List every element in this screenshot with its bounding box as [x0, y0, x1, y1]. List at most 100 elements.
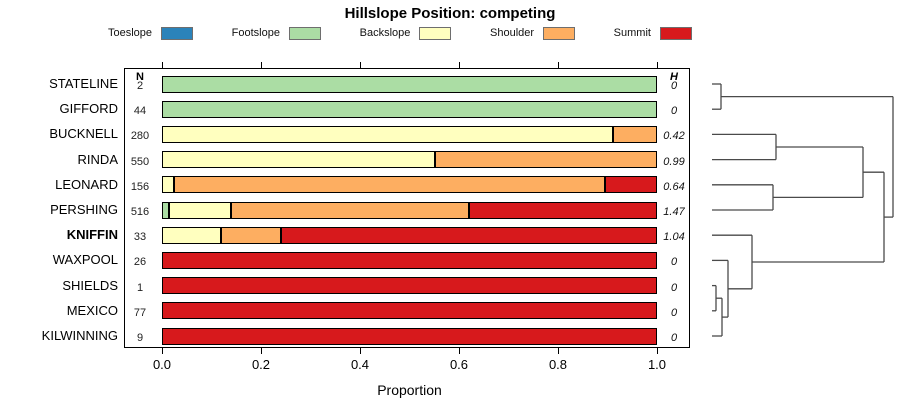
stacked-bar-leonard — [162, 176, 657, 194]
legend-label: Toeslope — [108, 27, 153, 39]
legend-label: Backslope — [359, 27, 411, 39]
row-n-value: 156 — [130, 180, 150, 193]
bar-segment-backslope — [163, 126, 612, 142]
row-label-bucknell: BUCKNELL — [49, 126, 118, 142]
legend-item-shoulder: Shoulder — [490, 26, 576, 40]
x-axis-tick-bottom — [656, 348, 658, 354]
x-axis-tick-bottom — [359, 348, 361, 354]
stacked-bar-gifford — [162, 100, 657, 118]
bar-segment-summit — [468, 202, 656, 218]
bar-segment-summit — [163, 328, 656, 344]
row-h-value: 0 — [670, 256, 678, 269]
stacked-bar-stateline — [162, 75, 657, 93]
x-axis-tick-label: 1.0 — [647, 357, 667, 372]
x-axis-tick-label: 0.8 — [548, 357, 568, 372]
bar-segment-footslope — [163, 76, 656, 92]
legend-swatch-footslope — [288, 26, 321, 40]
row-label-mexico: MEXICO — [66, 302, 118, 318]
legend-swatch-toeslope — [161, 26, 194, 40]
x-axis-tick-top — [656, 62, 658, 68]
bar-segment-backslope — [167, 202, 231, 218]
row-h-value: 1.04 — [663, 231, 685, 244]
stacked-bar-bucknell — [162, 125, 657, 143]
bar-segment-shoulder — [611, 126, 656, 142]
row-n-value: 44 — [133, 105, 147, 118]
bar-segment-summit — [604, 177, 656, 193]
row-n-value: 33 — [133, 231, 147, 244]
legend-item-summit: Summit — [613, 26, 692, 40]
stacked-bar-mexico — [162, 302, 657, 320]
row-label-kniffin: KNIFFIN — [66, 227, 118, 243]
row-h-value: 0 — [670, 281, 678, 294]
row-label-kilwinning: KILWINNING — [41, 328, 118, 343]
stacked-bar-pershing — [162, 201, 657, 219]
legend-swatch-shoulder — [543, 26, 576, 40]
legend: Toeslope Footslope Backslope Shoulder Summit — [108, 25, 692, 41]
row-label-pershing: PERSHING — [50, 202, 118, 217]
legend-swatch-backslope — [419, 26, 452, 40]
legend-label: Footslope — [231, 27, 280, 39]
row-h-value: 1.47 — [663, 206, 685, 218]
row-label-gifford: GIFFORD — [59, 101, 119, 117]
n-column-header: N — [136, 71, 144, 83]
x-axis-tick-bottom — [557, 348, 559, 354]
x-axis-tick-bottom — [161, 348, 163, 354]
row-h-value: 0 — [670, 306, 678, 319]
bar-segment-shoulder — [230, 202, 469, 218]
x-axis-tick-top — [557, 62, 559, 68]
bar-segment-backslope — [163, 227, 220, 243]
x-axis-title: Proportion — [377, 382, 442, 398]
stacked-bar-shields — [162, 277, 657, 295]
x-axis-tick-top — [260, 62, 262, 68]
x-axis-tick-top — [359, 62, 361, 68]
bar-segment-backslope — [163, 152, 435, 168]
legend-item-footslope: Footslope — [231, 26, 321, 40]
row-h-value: 0.99 — [663, 155, 685, 168]
bar-segment-shoulder — [219, 227, 280, 243]
x-axis-tick-top — [161, 62, 163, 68]
row-label-waxpool: WAXPOOL — [52, 252, 118, 268]
row-n-value: 550 — [130, 155, 150, 168]
legend-swatch-summit — [659, 26, 692, 40]
legend-label: Shoulder — [490, 27, 535, 39]
bar-segment-summit — [163, 278, 656, 294]
stacked-bar-kilwinning — [162, 327, 657, 345]
row-h-value: 0.42 — [663, 130, 685, 143]
x-axis-tick-label: 0.0 — [152, 357, 172, 372]
bar-segment-summit — [279, 227, 656, 243]
x-axis-tick-bottom — [458, 348, 460, 354]
row-label-leonard: LEONARD — [55, 176, 118, 192]
row-n-value: 1 — [136, 281, 144, 294]
row-h-value: 0 — [670, 105, 678, 118]
row-n-value: 280 — [130, 130, 150, 143]
bar-segment-shoulder — [434, 152, 656, 168]
row-label-rinda: RINDA — [77, 151, 118, 167]
row-label-shields: SHIELDS — [62, 277, 118, 293]
row-n-value: 26 — [133, 256, 147, 269]
x-axis-tick-label: 0.4 — [350, 357, 370, 372]
legend-item-toeslope: Toeslope — [108, 26, 194, 40]
bar-segment-shoulder — [172, 177, 605, 193]
row-label-stateline: STATELINE — [49, 76, 118, 91]
bar-segment-summit — [163, 252, 656, 268]
stacked-bar-rinda — [162, 151, 657, 169]
stacked-bar-kniffin — [162, 226, 657, 244]
row-n-value: 77 — [133, 306, 147, 319]
bar-segment-summit — [163, 303, 656, 319]
row-n-value: 2 — [136, 80, 144, 92]
x-axis-tick-top — [458, 62, 460, 68]
row-h-value: 0 — [670, 80, 678, 92]
bar-segment-footslope — [163, 101, 656, 117]
x-axis-tick-label: 0.6 — [449, 357, 469, 372]
row-n-value: 516 — [130, 206, 150, 218]
legend-label: Summit — [613, 27, 651, 39]
stacked-bar-waxpool — [162, 251, 657, 269]
h-column-header: H — [670, 71, 678, 83]
row-n-value: 9 — [136, 332, 144, 344]
bar-segment-backslope — [163, 177, 173, 193]
row-h-value: 0.64 — [663, 180, 685, 193]
x-axis-tick-bottom — [260, 348, 262, 354]
bar-segment-footslope — [163, 202, 168, 218]
chart-title: Hillslope Position: competing — [344, 5, 556, 22]
